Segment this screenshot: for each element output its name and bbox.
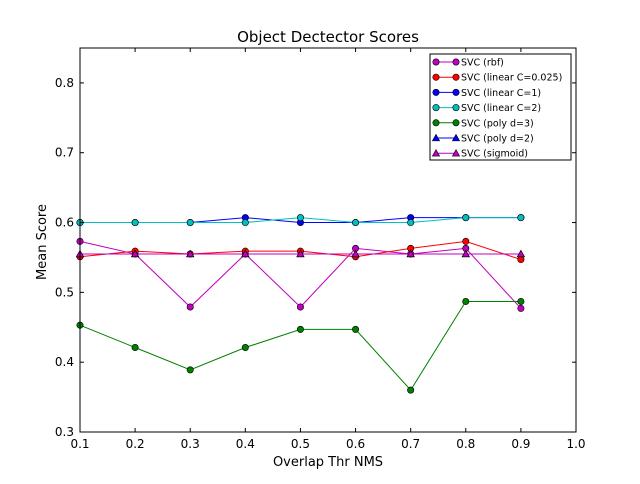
data-point-svc-poly-d-3 [407,386,415,394]
x-tick-label: 0.7 [401,437,420,451]
x-tick-label: 0.5 [291,437,310,451]
legend-marker [452,119,460,127]
x-tick-label: 0.4 [236,437,255,451]
data-point-svc-sigmoid [406,249,415,258]
legend-marker [451,133,461,142]
series-line-svc-poly-d-3 [79,300,521,391]
legend-label: SVC (poly d=2) [461,134,534,145]
y-axis-label: Mean Score [35,204,50,280]
series-svc-linear-c-2 [76,214,525,227]
legend-marker [432,88,440,96]
data-point-svc-sigmoid [461,249,470,258]
legend-marker [432,104,440,112]
data-point-svc-linear-c-2 [241,219,249,227]
x-tick-label: 0.1 [70,437,89,451]
data-point-svc-rbf [296,303,304,311]
legend-marker [452,58,460,66]
x-axis-label: Overlap Thr NMS [273,455,383,470]
data-point-svc-sigmoid [131,249,140,258]
data-point-svc-poly-d-3 [186,366,194,374]
legend-item-svc-rbf: SVC (rbf) [432,58,504,69]
legend-marker [432,119,440,127]
legend-marker [452,88,460,96]
chart-title: Object Dectector Scores [237,28,419,46]
x-tick-label: 0.8 [456,437,475,451]
legend-item-svc-poly-d-2: SVC (poly d=2) [431,133,534,145]
data-point-svc-linear-c-2 [296,214,304,222]
data-point-svc-poly-d-3 [462,297,470,305]
data-point-svc-sigmoid [351,249,360,258]
legend-item-svc-linear-c-0-025: SVC (linear C=0.025) [432,73,562,84]
x-tick-label: 0.3 [181,437,200,451]
legend-marker [432,58,440,66]
x-tick-label: 1.0 [566,437,585,451]
x-tick-label: 0.6 [346,437,365,451]
data-point-svc-poly-d-3 [131,344,139,352]
legend-label: SVC (linear C=1) [461,88,541,99]
legend-marker [431,133,441,142]
y-tick-label: 0.6 [55,216,74,230]
x-tick-label: 0.9 [511,437,530,451]
legend-label: SVC (sigmoid) [461,149,528,160]
data-point-svc-rbf [186,303,194,311]
data-point-svc-linear-c-2 [407,219,415,227]
y-tick-label: 0.7 [55,146,74,160]
x-tick-label: 0.2 [126,437,145,451]
data-point-svc-poly-d-3 [241,344,249,352]
legend-marker [451,148,461,157]
y-tick-label: 0.3 [55,425,74,439]
data-point-svc-sigmoid [296,249,305,258]
legend-label: SVC (linear C=0.025) [461,73,562,84]
legend-item-svc-poly-d-3: SVC (poly d=3) [432,118,534,129]
data-point-svc-sigmoid [516,249,525,258]
legend-label: SVC (poly d=3) [461,118,534,129]
data-point-svc-linear-c-2 [186,219,194,227]
y-tick-label: 0.5 [55,285,74,299]
legend-item-svc-linear-c-2: SVC (linear C=2) [432,103,541,114]
data-point-svc-sigmoid [241,249,250,258]
series-layer [75,214,525,394]
y-tick-label: 0.4 [55,355,74,369]
data-point-svc-linear-c-0-025 [517,256,525,264]
data-point-svc-rbf [517,304,525,312]
data-point-svc-poly-d-3 [296,325,304,333]
series-svc-poly-d-3 [76,297,525,394]
plot-frame [79,47,577,433]
data-point-svc-poly-d-3 [352,325,360,333]
data-point-svc-sigmoid [186,249,195,258]
data-point-svc-linear-c-0-025 [462,237,470,245]
data-point-svc-linear-c-2 [131,219,139,227]
legend-item-svc-sigmoid: SVC (sigmoid) [431,148,528,160]
series-svc-sigmoid [75,249,525,258]
y-tick-label: 0.8 [55,76,74,90]
legend-item-svc-linear-c-1: SVC (linear C=1) [432,88,541,99]
data-point-svc-linear-c-2 [352,219,360,227]
data-point-svc-poly-d-3 [517,297,525,305]
data-point-svc-linear-c-2 [517,214,525,222]
data-point-svc-linear-c-2 [462,214,470,222]
legend-marker [452,73,460,81]
legend-marker [431,148,441,157]
legend-marker [452,104,460,112]
axis-ticks: 0.1 0.2 0.3 0.4 0.5 0.6 0.7 0.8 0.9 1.0 0.3 0.4 0.5 0… [55,48,586,451]
legend: SVC (rbf) SVC (linear C=0.025) SVC (linear… [429,53,572,161]
legend-label: SVC (rbf) [461,58,504,69]
legend-label: SVC (linear C=2) [461,103,541,114]
legend-marker [432,73,440,81]
